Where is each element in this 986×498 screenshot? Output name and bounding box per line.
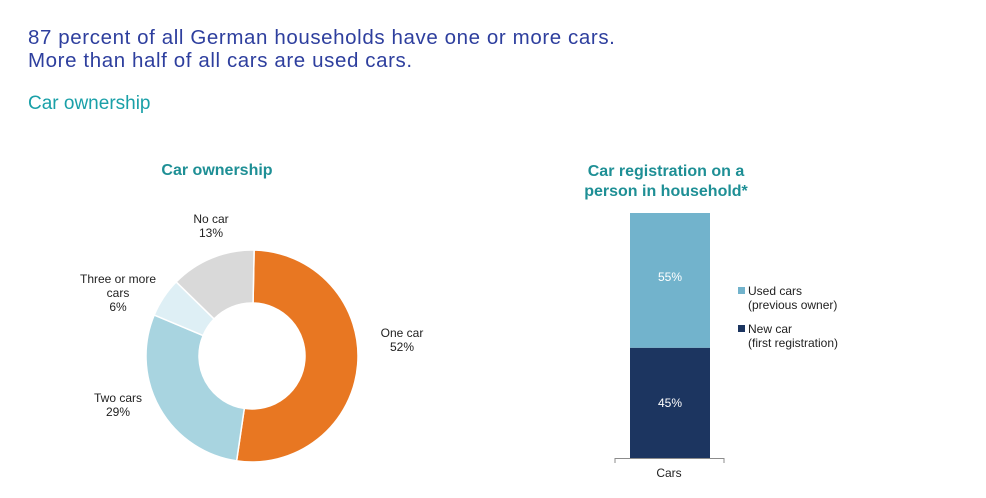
bar-chart-title-line: person in household* — [584, 183, 748, 200]
legend-label-used-line: Used cars — [748, 284, 802, 298]
headline-line-1: 87 percent of all German households have… — [28, 26, 616, 49]
donut-slice-two-cars — [145, 314, 246, 462]
legend-label-new-line: (first registration) — [748, 336, 838, 350]
donut-label-three-or-more-cars: Three or more cars 6% — [80, 272, 156, 314]
legend-swatch-new — [738, 325, 745, 332]
donut-label-no-car-line: No car — [193, 212, 228, 226]
donut-label-no-car-line: 13% — [199, 226, 223, 240]
donut-label-three-or-more-cars-line: cars — [107, 286, 130, 300]
donut-label-one-car-line: 52% — [390, 340, 414, 354]
bar-chart-title: Car registration on a person in household… — [584, 163, 748, 200]
legend-label-new-line: New car — [748, 322, 792, 336]
donut-label-three-or-more-cars-line: 6% — [109, 300, 127, 314]
legend-label-used-line: (previous owner) — [748, 298, 837, 312]
bar-chart-title-line: Car registration on a — [588, 163, 745, 180]
x-tick-label: Cars — [656, 466, 681, 480]
donut-label-two-cars-line: 29% — [106, 405, 130, 419]
stacked-bar-chart: Car registration on a person in household… — [584, 163, 838, 480]
headline: 87 percent of all German households have… — [28, 26, 615, 72]
donut-label-two-cars-line: Two cars — [94, 391, 142, 405]
donut-chart: Car ownership One car 52% Two cars 29% Three… — [80, 162, 424, 463]
bar-value-label-used: 55% — [658, 270, 682, 284]
donut-chart-title: Car ownership — [161, 162, 272, 179]
section-title: Car ownership — [28, 93, 151, 114]
bar-segment-used — [630, 213, 710, 348]
donut-label-one-car: One car 52% — [381, 326, 424, 354]
bar-segment-new — [630, 347, 710, 458]
donut-label-one-car-line: One car — [381, 326, 424, 340]
donut-slice-no-car — [175, 249, 255, 321]
bar-value-label-new: 45% — [658, 396, 682, 410]
donut-label-two-cars: Two cars 29% — [94, 391, 142, 419]
legend-label-new: New car (first registration) — [748, 322, 838, 350]
headline-line-2: More than half of all cars are used cars… — [28, 49, 413, 72]
legend-swatch-used — [738, 287, 745, 294]
donut-label-three-or-more-cars-line: Three or more — [80, 272, 156, 286]
legend-label-used: Used cars (previous owner) — [748, 284, 837, 312]
donut-slice-one-car — [235, 249, 359, 463]
donut-label-no-car: No car 13% — [193, 212, 228, 240]
